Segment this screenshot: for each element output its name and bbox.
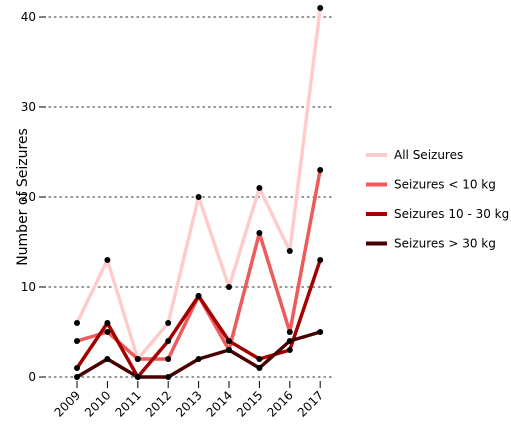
y-axis-title: Number of Seizures: [15, 128, 31, 266]
data-point: [74, 320, 80, 326]
y-tick-label: 40: [21, 10, 36, 24]
data-point: [286, 248, 293, 254]
data-point: [104, 320, 111, 326]
data-point: [74, 374, 80, 380]
legend-label: Seizures < 10 kg: [394, 178, 496, 192]
x-tick-label: 2009: [52, 388, 83, 419]
data-point: [195, 194, 202, 200]
x-tick-label: 2016: [264, 388, 295, 419]
data-point: [104, 356, 111, 362]
data-point: [226, 347, 232, 353]
x-tick-label: 2014: [204, 388, 235, 419]
data-point: [134, 356, 141, 362]
data-point: [286, 338, 293, 344]
data-point: [195, 356, 202, 362]
data-point: [256, 365, 263, 371]
x-tick-label: 2013: [173, 388, 204, 419]
y-axis: 0 10 20 30 40: [21, 10, 46, 384]
legend-label: Seizures > 30 kg: [394, 237, 496, 251]
data-point: [165, 338, 172, 344]
x-tick-label: 2010: [82, 388, 113, 419]
data-point: [134, 374, 141, 380]
data-point: [256, 230, 263, 236]
x-tick-label: 2011: [112, 388, 143, 419]
x-tick-label: 2017: [295, 388, 326, 419]
x-tick-label: 2015: [234, 388, 265, 419]
legend-label: All Seizures: [394, 148, 463, 162]
y-tick-label: 10: [21, 280, 36, 294]
y-tick-label: 30: [21, 100, 36, 114]
data-point: [256, 356, 263, 362]
y-tick-label: 20: [21, 190, 36, 204]
data-point: [256, 185, 263, 191]
data-point: [74, 365, 80, 371]
series-lines: [75, 6, 322, 379]
data-point: [165, 356, 172, 362]
data-point: [317, 167, 324, 173]
data-point: [104, 329, 111, 335]
data-point: [226, 284, 232, 290]
x-tick-label: 2012: [143, 388, 174, 419]
data-point: [195, 293, 202, 299]
data-point: [317, 329, 324, 335]
data-point: [317, 5, 324, 11]
data-points: [74, 5, 324, 380]
data-point: [317, 257, 324, 263]
data-point: [165, 374, 172, 380]
data-point: [226, 338, 232, 344]
data-point: [286, 329, 293, 335]
y-tick-label: 0: [28, 370, 36, 384]
data-point: [104, 257, 111, 263]
data-point: [286, 347, 293, 353]
data-point: [165, 320, 172, 326]
data-point: [74, 338, 80, 344]
legend-label: Seizures 10 - 30 kg: [394, 207, 509, 221]
legend: All Seizures Seizures < 10 kg Seizures 10 …: [366, 148, 509, 251]
